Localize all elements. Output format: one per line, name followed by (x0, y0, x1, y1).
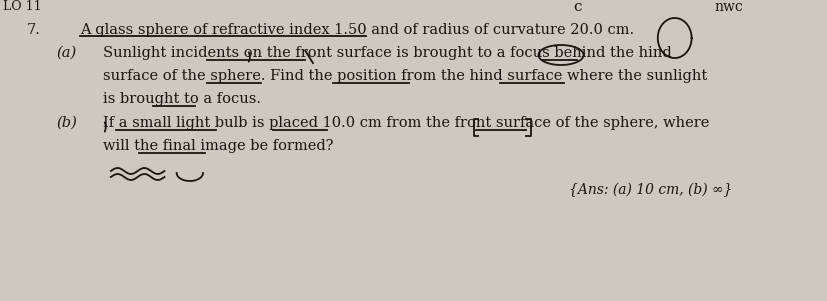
Text: 7.: 7. (26, 23, 41, 37)
Text: is brought to a focus.: is brought to a focus. (103, 92, 261, 106)
Text: LO 11: LO 11 (2, 0, 41, 13)
Text: (b): (b) (56, 116, 77, 130)
Text: will the final image be formed?: will the final image be formed? (103, 139, 333, 153)
Text: A glass sphere of refractive index 1.50 and of radius of curvature 20.0 cm.: A glass sphere of refractive index 1.50 … (79, 23, 633, 37)
Text: nwc: nwc (714, 0, 742, 14)
Text: Sunlight incidents on the front surface is brought to a focus behind the hind: Sunlight incidents on the front surface … (103, 46, 672, 60)
Text: (a): (a) (56, 46, 77, 60)
Text: If a small light bulb is placed 10.0 cm from the front surface of the sphere, wh: If a small light bulb is placed 10.0 cm … (103, 116, 709, 130)
Text: {Ans: (a) 10 cm, (b) ∞}: {Ans: (a) 10 cm, (b) ∞} (568, 183, 731, 197)
Text: surface of the sphere. Find the position from the hind surface where the sunligh: surface of the sphere. Find the position… (103, 69, 707, 83)
Text: c: c (572, 0, 581, 14)
